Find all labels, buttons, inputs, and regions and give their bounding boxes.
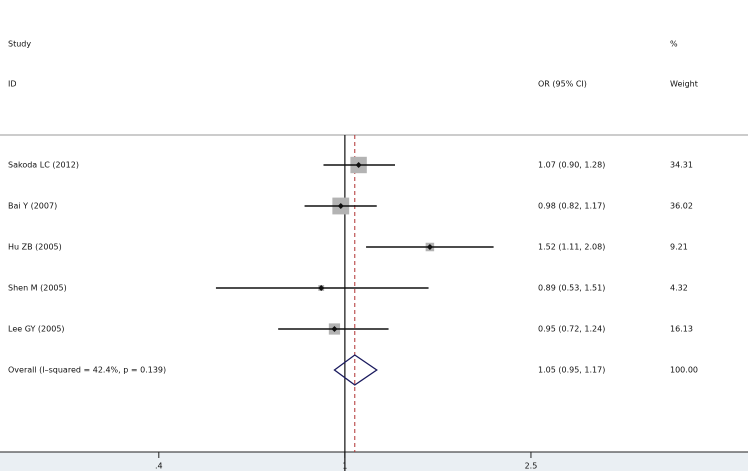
- header-pct: %: [670, 40, 678, 49]
- x-tick-label: 2.5: [525, 462, 538, 471]
- point: [337, 203, 344, 209]
- point: [331, 326, 338, 332]
- point: [355, 162, 362, 168]
- weight-label: 34.31: [670, 161, 693, 170]
- ci-label: 0.89 (0.53, 1.51): [538, 284, 605, 293]
- ci-label: 0.98 (0.82, 1.17): [538, 202, 605, 211]
- header-study: Study: [8, 40, 31, 49]
- ci-label: 1.07 (0.90, 1.28): [538, 161, 605, 170]
- axis-band: [0, 452, 748, 471]
- study-name: Shen M (2005): [8, 284, 67, 293]
- point: [426, 244, 433, 250]
- overall-weight-label: 100.00: [670, 366, 698, 375]
- header-ci: OR (95% CI): [538, 80, 587, 89]
- overall-diamond: [333, 354, 378, 386]
- ci-label: 1.52 (1.11, 2.08): [538, 243, 605, 252]
- point: [318, 285, 325, 291]
- overall-ci-label: 1.05 (0.95, 1.17): [538, 366, 605, 375]
- weight-label: 4.32: [670, 284, 688, 293]
- study-name: Bai Y (2007): [8, 202, 57, 211]
- overall-name: Overall (I–squared = 42.4%, p = 0.139): [8, 366, 166, 375]
- weight-label: 36.02: [670, 202, 693, 211]
- header-id: ID: [8, 80, 17, 89]
- study-name: Hu ZB (2005): [8, 243, 62, 252]
- study-name: Lee GY (2005): [8, 325, 65, 334]
- x-tick-label: .4: [155, 462, 163, 471]
- weight-label: 16.13: [670, 325, 693, 334]
- study-name: Sakoda LC (2012): [8, 161, 79, 170]
- header-weight: Weight: [670, 80, 698, 89]
- ci-label: 0.95 (0.72, 1.24): [538, 325, 605, 334]
- weight-label: 9.21: [670, 243, 688, 252]
